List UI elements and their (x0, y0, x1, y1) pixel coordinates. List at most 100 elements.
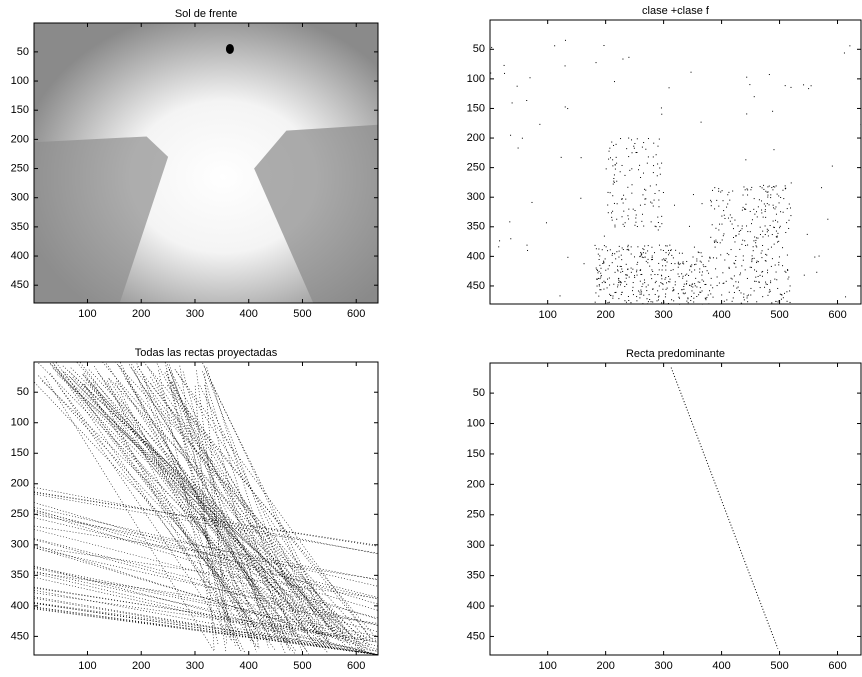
image-pixel (810, 85, 812, 87)
image-pixel (662, 265, 664, 267)
image-pixel (607, 302, 609, 304)
image-pixel (645, 148, 647, 150)
image-pixel (764, 286, 766, 288)
image-pixel (700, 252, 702, 254)
image-pixel (746, 297, 748, 299)
image-pixel (662, 288, 664, 290)
image-pixel (731, 223, 733, 225)
image-pixel (699, 291, 701, 293)
image-pixel (678, 264, 680, 266)
image-pixel (655, 280, 657, 282)
image-pixel (629, 169, 631, 171)
image-pixel (641, 286, 643, 288)
image-pixel (652, 301, 654, 303)
x-tick-label: 200 (132, 308, 150, 320)
image-pixel (719, 242, 721, 244)
y-tick-label: 400 (467, 600, 485, 612)
image-pixel (673, 204, 675, 206)
x-tick-label: 100 (78, 660, 96, 672)
image-pixel (621, 198, 623, 200)
image-pixel (631, 152, 633, 154)
image-pixel (666, 245, 668, 247)
image-pixel (670, 250, 672, 252)
image-ray (58, 385, 260, 649)
image-pixel (759, 274, 761, 276)
image-ray (81, 384, 371, 647)
y-tick-label: 100 (11, 417, 29, 429)
image-pixel (609, 192, 611, 194)
image-pixel (764, 211, 766, 213)
image-pixel (627, 244, 629, 246)
image-pixel (742, 259, 744, 261)
image-pixel (658, 269, 660, 271)
image-pixel (767, 191, 769, 193)
image-pixel (628, 218, 630, 220)
image-pixel (614, 253, 616, 255)
image-pixel (621, 247, 623, 249)
x-tick-label: 200 (596, 309, 614, 321)
image-pixel (707, 294, 709, 296)
image-pixel (777, 221, 779, 223)
image-pixel (580, 157, 582, 159)
image-pixel (646, 298, 648, 300)
image-pixel (628, 137, 630, 139)
image-pixel (688, 274, 690, 276)
image-pixel (761, 209, 763, 211)
image-pixel (738, 233, 740, 235)
image-pixel (672, 269, 674, 271)
y-tick-label: 450 (467, 280, 485, 292)
image-pixel (762, 236, 764, 238)
y-tick-label: 50 (473, 387, 485, 399)
image-pixel (729, 214, 731, 216)
image-pixel (779, 227, 781, 229)
y-tick-label: 350 (11, 221, 29, 233)
image-pixel (660, 107, 662, 109)
image-pixel (782, 189, 784, 191)
image-ray (33, 571, 378, 624)
image-pixel (609, 293, 611, 295)
image-pixel (789, 207, 791, 209)
image-pixel (767, 194, 769, 196)
image-pixel (652, 205, 654, 207)
image-pixel (636, 151, 638, 153)
image-ray (72, 377, 308, 632)
image-ray (33, 528, 378, 619)
image-pixel (726, 299, 728, 301)
image-pixel (647, 284, 649, 286)
image-ray (102, 361, 339, 637)
image-pixel (626, 148, 628, 150)
image-pixel (635, 214, 637, 216)
image-pixel (751, 219, 753, 221)
image-pixel (664, 296, 666, 298)
y-tick-label: 100 (11, 75, 29, 87)
image-pixel (644, 198, 646, 200)
image-ray (62, 365, 350, 634)
image-pixel (608, 301, 610, 303)
image-pixel (730, 249, 732, 251)
image-pixel (785, 271, 787, 273)
image-pixel (691, 283, 693, 285)
image-ray (62, 371, 258, 632)
image-pixel (770, 197, 772, 199)
image-pixel (527, 249, 529, 251)
image-pixel (605, 168, 607, 170)
image-pixel (689, 284, 691, 286)
image-ray (209, 380, 336, 634)
image-pixel (746, 76, 748, 78)
image-pixel (608, 277, 610, 279)
image-pixel (740, 272, 742, 274)
image-pixel (772, 204, 774, 206)
image-pixel (845, 296, 847, 298)
image-pixel (782, 265, 784, 267)
image-pixel (700, 261, 702, 263)
image-pixel (722, 200, 724, 202)
image-pixel (632, 208, 634, 210)
image-pixel (636, 300, 638, 302)
image-pixel (651, 278, 653, 280)
image-pixel (649, 265, 651, 267)
image-pixel (660, 249, 662, 251)
image-pixel (699, 260, 701, 262)
image-pixel (628, 249, 630, 251)
image-pixel (827, 218, 829, 220)
image-pixel (595, 267, 597, 269)
